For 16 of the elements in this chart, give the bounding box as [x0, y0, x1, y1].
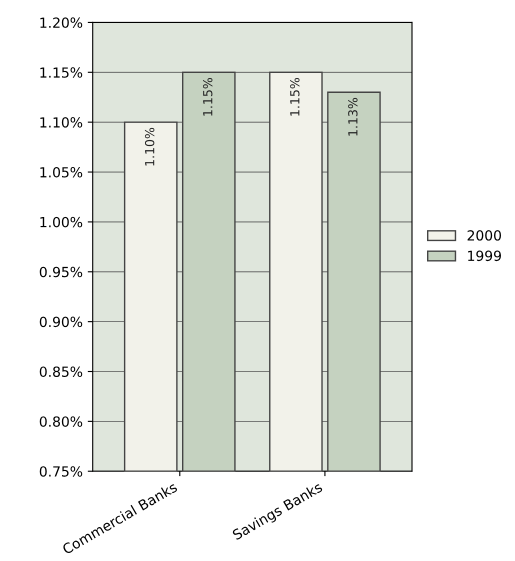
y-tick-label: 0.90%: [40, 316, 82, 328]
y-tick-label: 1.20%: [40, 17, 82, 28]
y-tick-label: 1.05%: [40, 167, 82, 178]
y-tick-label: 0.80%: [40, 416, 82, 427]
y-tick-label: 1.15%: [40, 67, 82, 78]
data-label: 1.10%: [144, 128, 154, 166]
data-label: 1.15%: [202, 78, 212, 116]
data-label: 1.13%: [348, 98, 358, 136]
y-tick-label: 1.10%: [40, 117, 82, 128]
y-tick-label: 1.00%: [40, 216, 82, 228]
y-tick-label: 0.85%: [40, 366, 82, 377]
data-label: 1.15%: [290, 78, 300, 116]
legend-label: 2000: [468, 230, 502, 241]
y-tick-label: 0.75%: [40, 466, 82, 477]
y-tick-label: 0.95%: [40, 266, 82, 278]
legend-label: 1999: [468, 250, 501, 262]
